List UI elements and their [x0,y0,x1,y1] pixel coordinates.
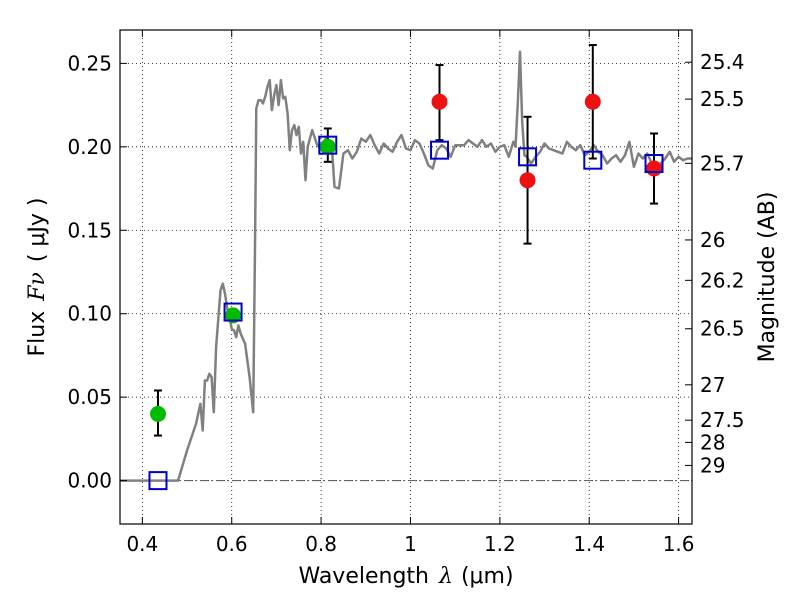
magnitude-tick-label: 25.5 [700,87,745,111]
y-axis-unit: ( μJy ) [25,197,50,262]
magnitude-tick-label: 27 [700,373,725,397]
spectrum-line [120,50,692,482]
y-tick-label: 0.05 [67,385,112,409]
data-point [149,405,166,422]
y-tick-label: 0.20 [67,135,112,159]
magnitude-tick-label: 26 [700,228,725,252]
x-axis-label: Wavelength [298,564,429,589]
magnitude-tick-label: 28 [700,430,725,454]
y-axis-label: Flux [25,311,50,357]
y-axis-title: Flux Fν ( μJy ) [25,197,50,356]
x-tick-label: 0.8 [305,532,337,556]
x-tick-label: 0.4 [126,532,158,556]
model-point [430,140,450,160]
data-point [519,172,536,189]
model-point [148,471,168,491]
x-tick-label: 1.4 [573,532,605,556]
x-tick-label: 1.2 [484,532,516,556]
y2-axis-title: Magnitude (AB) [755,192,780,363]
magnitude-tick-label: 29 [700,453,725,477]
y-tick-label: 0.15 [67,218,112,242]
model-point [583,150,603,170]
magnitude-tick-label: 25.4 [700,50,745,74]
plot-frame [119,29,693,525]
error-bars [153,44,659,437]
model-spectrum [120,50,692,482]
data-point [646,160,663,177]
y-axis-symbol: Fν [25,272,50,302]
tick-labels: 0.4 0.6 0.8 1 1.2 1.4 1.6 0.00 0.05 0.10 0.15 0.20 0… [67,50,744,556]
grid-lines [120,30,692,524]
x-axis-unit: (μm) [461,564,514,589]
y-tick-label: 0.10 [67,302,112,326]
model-point [644,154,664,174]
magnitude-tick-label: 26.2 [700,268,745,292]
axis-ticks [120,30,692,524]
x-axis-symbol: λ [438,564,453,589]
magnitude-tick-label: 26.5 [700,317,745,341]
x-tick-label: 1.6 [663,532,695,556]
magnitude-tick-label: 27.5 [700,408,745,432]
model-point [518,147,538,167]
y-tick-label: 0.25 [67,51,112,75]
x-tick-label: 1 [404,532,417,556]
model-point [318,135,338,155]
data-point [431,93,448,110]
magnitude-tick-label: 25.7 [700,151,745,175]
data-point [319,138,336,155]
data-point [584,93,601,110]
model-point [223,302,243,322]
x-axis-title: Wavelength λ (μm) [298,564,513,589]
photometry-markers [148,93,664,491]
x-tick-label: 0.6 [216,532,248,556]
y-tick-label: 0.00 [67,469,112,493]
